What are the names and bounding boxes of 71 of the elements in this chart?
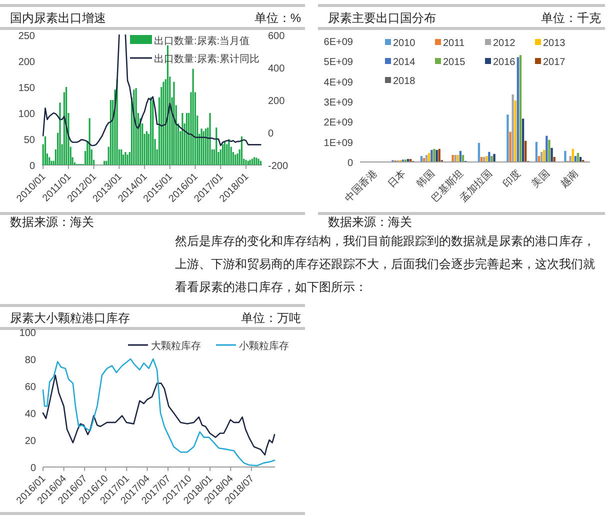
y2-tick-label: -200 bbox=[268, 161, 288, 172]
legend-label: 大颗粒库存 bbox=[151, 340, 201, 352]
y-tick-label: 250 bbox=[18, 31, 36, 42]
bar bbox=[452, 154, 454, 162]
chart-subtitle: 单位：万吨 bbox=[241, 311, 301, 325]
legend-label: 2015 bbox=[443, 57, 466, 68]
y-tick-label: 100 bbox=[19, 328, 36, 339]
y2-tick-label: 0 bbox=[268, 128, 274, 140]
chart-title: 国内尿素出口增速 bbox=[10, 11, 106, 25]
y-tick-label: 3E+09 bbox=[324, 98, 354, 108]
y-tick-label: 150 bbox=[18, 83, 36, 94]
bar bbox=[548, 140, 550, 162]
legend-label: 2014 bbox=[393, 57, 416, 68]
text: 看看尿素的港口库存，如下图所示： bbox=[175, 280, 367, 294]
y-tick-label: 5E+09 bbox=[324, 57, 354, 68]
bar bbox=[519, 55, 522, 162]
legend-label: 出口数量:尿素:当月值 bbox=[154, 35, 250, 47]
y-tick-label: 6E+09 bbox=[324, 37, 354, 48]
text: 然后是库存的变化和库存结构，我们目前能跟踪到的数据就是尿素的港口库存， bbox=[175, 234, 595, 248]
source-note: 数据来源：海关 bbox=[328, 215, 412, 229]
bar bbox=[506, 114, 509, 162]
legend-label: 2018 bbox=[393, 76, 416, 87]
chart-subtitle: 单位：% bbox=[254, 11, 302, 25]
y-tick-label: 1E+09 bbox=[324, 138, 354, 149]
y-tick-label: 20 bbox=[24, 436, 36, 447]
legend-label: 小颗粒库存 bbox=[239, 340, 289, 352]
x-tick-label: 印度 bbox=[500, 168, 524, 190]
y-tick-label: 0 bbox=[29, 161, 36, 172]
bar bbox=[514, 100, 516, 162]
bar bbox=[493, 154, 496, 162]
y2-tick-label: 200 bbox=[268, 96, 286, 107]
bar bbox=[433, 148, 436, 162]
bar bbox=[516, 57, 520, 162]
y2-tick-label: 400 bbox=[268, 64, 286, 74]
chart-title: 尿素主要出口国分布 bbox=[328, 11, 436, 25]
legend-label: 2011 bbox=[443, 38, 465, 49]
x-tick-label: 美国 bbox=[529, 168, 552, 190]
x-tick-label: 中国香港 bbox=[342, 168, 380, 204]
chart-subtitle: 单位：千克 bbox=[541, 11, 601, 25]
y-tick-label: 4E+09 bbox=[324, 77, 354, 88]
legend-label: 2016 bbox=[493, 57, 516, 68]
bar bbox=[490, 156, 493, 162]
source-note: 数据来源：海关 bbox=[10, 215, 94, 229]
y-tick-label: 100 bbox=[18, 109, 36, 120]
bar bbox=[430, 150, 433, 162]
legend-label: 2010 bbox=[393, 38, 416, 49]
x-tick-label: 越南 bbox=[558, 168, 581, 190]
bar bbox=[550, 148, 553, 162]
line-series bbox=[42, 374, 276, 456]
y-tick-label: 40 bbox=[24, 409, 36, 420]
text: 上游、下游和贸易商的库存还跟踪不大，后面我们会逐步完善起来，这次我们就 bbox=[175, 257, 595, 271]
y-tick-label: 80 bbox=[24, 355, 36, 366]
y-tick-label: 60 bbox=[24, 382, 36, 393]
bar bbox=[436, 150, 438, 162]
y-tick-label: 0 bbox=[30, 463, 36, 474]
y2-tick-label: 600 bbox=[268, 31, 286, 42]
y-tick-label: 2E+09 bbox=[324, 118, 354, 129]
bar bbox=[509, 132, 512, 162]
legend-label: 2013 bbox=[543, 38, 566, 49]
legend-label: 2012 bbox=[493, 38, 516, 49]
bar bbox=[564, 150, 566, 162]
legend-label: 2017 bbox=[543, 57, 566, 68]
bar bbox=[546, 136, 548, 162]
x-tick-label: 韩国 bbox=[414, 168, 437, 190]
chart-title: 尿素大小颗粒港口库存 bbox=[10, 311, 130, 325]
y-tick-label: 200 bbox=[18, 57, 36, 68]
x-tick-label: 日本 bbox=[386, 168, 408, 190]
y-tick-label: 0 bbox=[347, 158, 354, 169]
y-tick-label: 50 bbox=[24, 135, 36, 146]
bar bbox=[488, 152, 490, 162]
bar bbox=[522, 118, 524, 162]
